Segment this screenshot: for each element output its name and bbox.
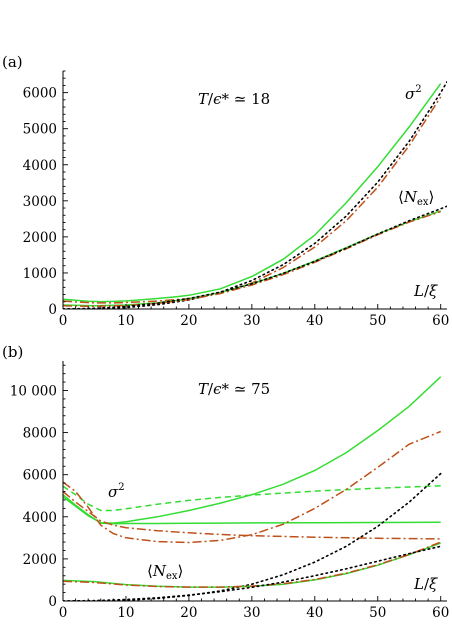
panel-a-xaxis-label: L/ξ xyxy=(413,282,438,300)
panel-a-x-tick-label: 60 xyxy=(432,313,449,329)
panel-b-temperature-annotation-value: ≃ 75 xyxy=(229,380,270,398)
panel-b-series-1-line xyxy=(63,485,441,512)
panel-a-n-label-sub: ex xyxy=(417,197,429,208)
panel-a-plot-area: 0 10 20 30 40 50 60 0 1000 2000 3000 4000 5000 6000 xyxy=(23,70,449,329)
panel-b-x-tick-label: 0 xyxy=(59,605,68,621)
panel-b-y-tick-label: 6000 xyxy=(23,468,57,484)
panel-b-temperature-annotation-slash: / xyxy=(208,380,214,398)
panel-b-x-tick-label: 20 xyxy=(180,605,197,621)
panel-a-x-tick-label: 10 xyxy=(117,313,134,329)
panel-b-label: (b) xyxy=(2,343,23,361)
panel-a-y-tick-label: 5000 xyxy=(23,122,57,138)
panel-a-y-tick-label: 6000 xyxy=(23,86,57,102)
panel-a-series-3-line xyxy=(63,210,441,307)
panel-a-x-tick-label: 20 xyxy=(180,313,197,329)
panel-a-temperature-annotation-value: ≃ 18 xyxy=(229,90,270,108)
panel-a-x-tick-label: 0 xyxy=(59,313,68,329)
panel-b-n-label-sub: ex xyxy=(166,571,178,582)
panel-a-x-tick-label: 50 xyxy=(369,313,386,329)
panel-a-x-tick-label: 40 xyxy=(306,313,323,329)
panel-a-n-label: ⟨Nex⟩ xyxy=(398,188,434,208)
panel-a-series-1-line xyxy=(63,96,442,304)
panel-b-n-label: ⟨Nex⟩ xyxy=(147,562,183,582)
panel-a-temperature-annotation: T/ϵ* ≃ 18 xyxy=(198,90,270,108)
panel-a-xaxis-label-xi: ξ xyxy=(429,282,438,300)
panel-b-sigma-label-base: σ xyxy=(108,483,119,501)
panel-a-series-0-line xyxy=(63,83,442,303)
panel-b-sigma-label: σ2 xyxy=(108,482,125,501)
panel-b-n-label-open: ⟨ xyxy=(147,562,153,580)
panel-a-n-label-N: N xyxy=(403,188,418,206)
panel-b-y-tick-label: 0 xyxy=(48,594,57,610)
panel-a-temperature-annotation-slash: / xyxy=(208,90,214,108)
panel-b-x-tick-label: 10 xyxy=(117,605,134,621)
panel-a-n-label-close: ⟩ xyxy=(429,188,435,206)
panel-b-y-tick-label: 8000 xyxy=(23,426,57,442)
panel-b-xaxis-label: L/ξ xyxy=(413,575,438,593)
panel-a-series-2-line xyxy=(63,81,447,309)
panel-a-y-tick-label: 3000 xyxy=(23,194,57,210)
panel-b-series-0-line xyxy=(63,376,442,524)
panel-b-y-tick-label: 10 000 xyxy=(10,383,57,399)
panel-b-series-8-line xyxy=(63,545,442,601)
panel-b-sigma-label-sup: 2 xyxy=(118,482,124,493)
panel-b-n-label-N: N xyxy=(152,562,167,580)
panel-a-y-tick-label: 4000 xyxy=(23,158,57,174)
panel-b-xaxis-label-L: L xyxy=(413,575,424,593)
panel-b-y-tick-label: 4000 xyxy=(23,510,57,526)
panel-b-x-tick-label: 50 xyxy=(369,605,386,621)
panel-a-temperature-annotation-eps: ϵ* xyxy=(213,90,229,108)
panel-b-series-2-line xyxy=(63,494,441,525)
panel-b: (b) 0 10 20 30 40 50 60 0 2000 4000 6000 8000 10 000… xyxy=(2,343,449,621)
panel-b-x-tick-label: 60 xyxy=(432,605,449,621)
panel-a-y-tick-label: 2000 xyxy=(23,230,57,246)
panel-b-series-7-line xyxy=(63,541,441,588)
panel-a: (a) 0 10 20 30 40 50 60 0 1000 2000 3000 4000 5000 60… xyxy=(2,53,449,329)
panel-a-sigma-label: σ2 xyxy=(405,84,422,103)
panel-a-xaxis-label-slash: / xyxy=(424,282,430,300)
panel-a-series-5-line xyxy=(63,205,447,309)
panel-b-temperature-annotation-eps: ϵ* xyxy=(213,380,229,398)
panel-b-xaxis-label-xi: ξ xyxy=(429,575,438,593)
panel-b-n-label-close: ⟩ xyxy=(178,562,184,580)
panel-a-sigma-label-base: σ xyxy=(405,85,416,103)
panel-b-series-5-line xyxy=(63,472,442,601)
panel-a-sigma-label-sup: 2 xyxy=(415,84,421,95)
panel-b-plot-area: 0 10 20 30 40 50 60 0 2000 4000 6000 8000 10 000 xyxy=(10,361,449,621)
panel-b-series-6-line xyxy=(63,542,441,588)
panel-a-series-4-line xyxy=(63,210,441,308)
panel-b-x-tick-label: 40 xyxy=(306,605,323,621)
panel-b-temperature-annotation: T/ϵ* ≃ 75 xyxy=(198,380,270,398)
panel-a-n-label-open: ⟨ xyxy=(398,188,404,206)
panel-a-y-tick-label: 1000 xyxy=(23,266,57,282)
panel-a-xaxis-label-L: L xyxy=(413,282,424,300)
panel-a-y-tick-label: 0 xyxy=(48,302,57,318)
panel-a-x-tick-label: 30 xyxy=(243,313,260,329)
panel-b-series-4-line xyxy=(63,490,441,540)
panel-a-label: (a) xyxy=(2,53,23,71)
panel-b-xaxis-label-slash: / xyxy=(424,575,430,593)
panel-b-x-tick-label: 30 xyxy=(243,605,260,621)
panel-a-temperature-annotation-T: T xyxy=(198,90,209,108)
panel-b-y-tick-label: 2000 xyxy=(23,552,57,568)
panel-b-temperature-annotation-T: T xyxy=(198,380,209,398)
